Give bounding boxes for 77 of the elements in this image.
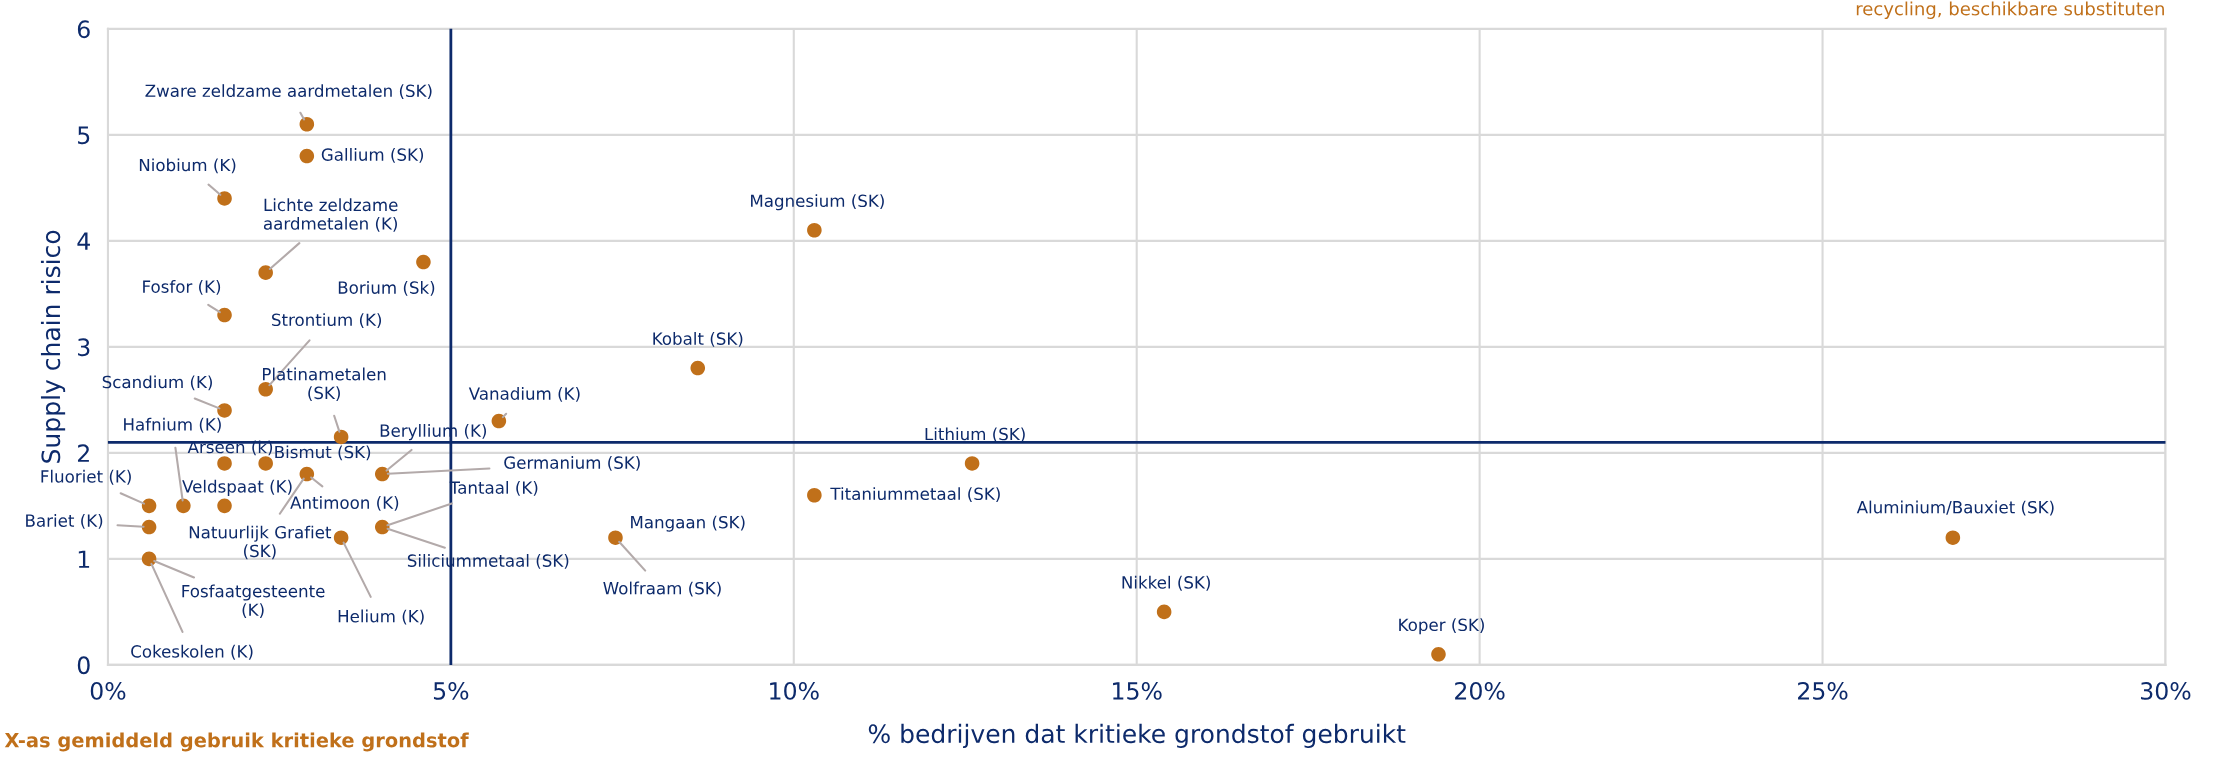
- y-tick-label: 1: [78, 550, 90, 568]
- x-tick-label: 30%: [2141, 681, 2191, 700]
- point: [333, 530, 349, 545]
- annotation: Nikkel (SK): [1122, 575, 1210, 591]
- point: [1945, 530, 1961, 545]
- point: [807, 222, 822, 238]
- point: [217, 456, 232, 471]
- annotation: Magnesium (SK): [751, 194, 884, 211]
- annotation: Lithium (SK): [925, 427, 1025, 443]
- annotation: Kobalt (SK): [653, 332, 743, 347]
- annotation: Vanadium (K): [468, 387, 580, 402]
- annotation: Niobium (K): [139, 158, 236, 174]
- x-tick-label: 20%: [1455, 681, 1505, 700]
- annotation: Antimoon (K): [290, 496, 399, 511]
- annotation: Mangaan (SK): [631, 515, 745, 532]
- point: [491, 413, 507, 429]
- text: recycling, beschikbare substituten: [1856, 1, 2164, 19]
- point: [1431, 647, 1446, 662]
- x-tick-label: 10%: [770, 681, 819, 700]
- annotation: Germanium (SK): [504, 456, 640, 471]
- annotation: Koper (SK): [1399, 618, 1484, 635]
- annotation: Fosfor (K): [143, 280, 221, 295]
- point: [299, 116, 315, 132]
- annotation: Scandium (K): [102, 375, 212, 391]
- annotation: Borium (Sk): [338, 280, 435, 296]
- point: [176, 498, 191, 514]
- point: [299, 466, 315, 482]
- point: [333, 429, 349, 445]
- y-tick-label: 0: [77, 656, 90, 675]
- point: [964, 456, 980, 471]
- point: [141, 498, 157, 514]
- annotation: Helium (K): [338, 609, 424, 625]
- point: [258, 265, 273, 280]
- point: [258, 456, 273, 471]
- point: [141, 519, 157, 535]
- y-tick-label: 6: [77, 20, 90, 39]
- annotation: Zware zeldzame aardmetalen (SK): [145, 84, 432, 100]
- point: [217, 403, 232, 418]
- x-tick-label: 25%: [1798, 681, 1848, 700]
- point: [1156, 604, 1172, 620]
- annotation: Titaniummetaal (SK): [830, 487, 1000, 503]
- point: [807, 487, 822, 503]
- y-tick-label: 2: [77, 444, 89, 462]
- annotation: Veldspaat (K): [182, 479, 292, 496]
- annotation: Wolfraam (SK): [603, 581, 721, 597]
- point: [217, 498, 232, 514]
- point: [217, 307, 232, 323]
- x-tick-label: 15%: [1113, 681, 1162, 700]
- y-tick-label: 5: [78, 126, 90, 145]
- annotation: Gallium (SK): [321, 147, 424, 163]
- point: [258, 381, 273, 397]
- y-tick-label: 4: [77, 232, 90, 250]
- annotation: Cokeskolen (K): [131, 644, 253, 660]
- text: X-as gemiddeld gebruik kritieke grondstof: [4, 732, 469, 752]
- point: [141, 551, 157, 567]
- y-axis-title: Supply chain risico: [40, 230, 66, 463]
- x-tick-label: 5%: [433, 681, 469, 700]
- x-tick-label: 0%: [90, 681, 126, 700]
- point: [608, 530, 623, 545]
- annotation: Platinametalen (SK): [263, 367, 386, 402]
- x-axis-title: % bedrijven dat kritieke grondstof gebruikt: [868, 723, 1406, 749]
- annotation: Fosfaatgesteente (K): [182, 584, 325, 619]
- point: [690, 360, 706, 376]
- point: [375, 519, 390, 535]
- y-tick-label: 3: [78, 338, 90, 357]
- annotation: Hafnium (K): [124, 417, 221, 433]
- annotation: Bariet (K): [26, 514, 103, 529]
- annotation: Aluminium/Bauxiet (SK): [1856, 500, 2054, 516]
- annotation: Natuurlijk Grafiet (SK): [189, 525, 332, 560]
- annotation: Lichte zeldzame aardmetalen (K): [263, 198, 398, 232]
- annotation: Fluoriet (K): [41, 469, 131, 485]
- point: [375, 466, 390, 482]
- annotation: Bismut (SK): [275, 445, 371, 461]
- point: [299, 148, 315, 164]
- annotation: Strontium (K): [272, 313, 382, 329]
- point: [217, 191, 232, 206]
- point: [416, 254, 431, 270]
